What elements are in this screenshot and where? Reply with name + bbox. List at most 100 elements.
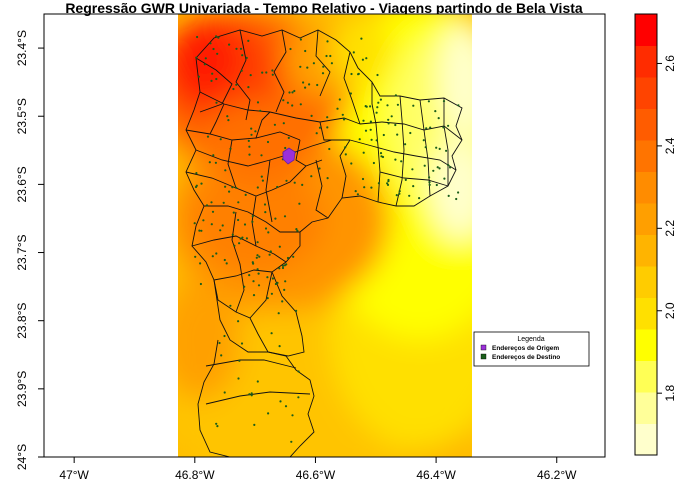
destination-point xyxy=(247,139,250,142)
colorbar-segment xyxy=(635,234,657,267)
destination-point xyxy=(329,54,332,58)
destination-point xyxy=(225,262,228,265)
destination-point xyxy=(299,65,302,68)
destination-point xyxy=(251,220,254,223)
destination-point xyxy=(358,138,361,141)
destination-point xyxy=(237,320,240,323)
legend: Legenda Endereços de Origem Endereços de… xyxy=(473,331,590,367)
destination-point xyxy=(362,151,365,154)
destination-point xyxy=(321,72,325,75)
destination-point xyxy=(386,104,389,107)
destination-point xyxy=(237,218,240,222)
destination-point xyxy=(285,179,288,182)
destination-point xyxy=(278,345,281,348)
destination-point xyxy=(228,190,231,193)
destination-point xyxy=(390,115,393,118)
destination-point xyxy=(277,312,280,315)
destination-point xyxy=(206,135,210,138)
destination-point xyxy=(412,185,415,188)
destination-point xyxy=(424,146,427,149)
destination-point xyxy=(290,440,293,443)
destination-point xyxy=(438,167,441,170)
destination-point xyxy=(412,104,415,107)
destination-point xyxy=(422,139,425,142)
destination-point xyxy=(245,56,248,60)
destination-point xyxy=(228,43,231,46)
destination-point xyxy=(306,66,309,69)
destination-point xyxy=(229,304,232,307)
destination-point xyxy=(380,155,383,158)
colorbar-tick-label: 2.2 xyxy=(663,220,677,237)
colorbar-tick-label: 2.6 xyxy=(663,55,677,72)
destination-point xyxy=(365,57,368,60)
destination-point xyxy=(238,242,241,245)
destination-point xyxy=(350,72,353,76)
legend-swatch-destination xyxy=(480,353,487,360)
destination-point xyxy=(240,69,243,72)
destination-point xyxy=(216,425,219,428)
destination-point xyxy=(354,190,357,193)
destination-point xyxy=(266,297,269,300)
destination-point xyxy=(387,180,390,183)
destination-point xyxy=(435,146,438,149)
destination-point xyxy=(394,158,397,161)
destination-point xyxy=(261,179,264,182)
destination-point xyxy=(220,354,223,357)
destination-point xyxy=(256,268,259,271)
destination-point xyxy=(209,42,212,45)
destination-point xyxy=(408,194,411,197)
origin-point xyxy=(282,147,296,165)
colorbar-segment xyxy=(635,45,657,78)
destination-point xyxy=(291,91,294,94)
destination-point xyxy=(221,224,224,227)
y-axis: 23.4°S 23.5°S 23.6°S 23.7°S 23.8°S 23.9°S 24°S xyxy=(15,30,44,470)
destination-point xyxy=(215,77,218,81)
destination-point xyxy=(239,237,242,240)
destination-point xyxy=(387,118,390,121)
destination-point xyxy=(248,393,251,396)
destination-point xyxy=(271,277,274,280)
destination-point xyxy=(249,74,252,77)
destination-point xyxy=(229,147,232,150)
destination-point xyxy=(266,276,269,279)
destination-point xyxy=(251,215,254,218)
destination-point xyxy=(398,190,401,193)
destination-point xyxy=(394,123,397,127)
destination-points xyxy=(193,35,460,443)
destination-point xyxy=(263,203,267,206)
x-tick-label: 47°W xyxy=(59,468,89,482)
destination-point xyxy=(296,229,299,232)
y-tick-label: 23.8°S xyxy=(15,303,29,339)
destination-point xyxy=(286,101,289,104)
destination-point xyxy=(252,294,256,297)
destination-point xyxy=(338,98,341,101)
destination-point xyxy=(253,423,256,426)
colorbar-segment xyxy=(635,329,657,361)
legend-title: Legenda xyxy=(517,336,544,343)
destination-point xyxy=(237,377,240,380)
destination-point xyxy=(267,231,270,234)
destination-point xyxy=(202,219,205,222)
destination-point xyxy=(251,261,254,264)
destination-point xyxy=(282,99,285,102)
destination-point xyxy=(457,104,460,107)
destination-point xyxy=(396,133,399,136)
destination-point xyxy=(271,69,274,72)
destination-point xyxy=(223,258,226,262)
destination-point xyxy=(328,147,331,151)
destination-point xyxy=(235,186,238,189)
destination-point xyxy=(218,341,221,345)
destination-point xyxy=(372,161,375,165)
destination-point xyxy=(235,83,238,86)
y-tick-label: 23.4°S xyxy=(15,30,29,66)
colorbar-segment xyxy=(635,77,657,109)
destination-point xyxy=(284,280,287,283)
destination-point xyxy=(232,211,235,214)
destination-point xyxy=(325,54,328,58)
destination-point xyxy=(222,201,225,204)
destination-point xyxy=(193,222,196,225)
colorbar: 1.8 2.0 2.2 2.4 2.6 xyxy=(634,13,677,456)
colorbar-tick-label: 1.8 xyxy=(663,385,677,402)
destination-point xyxy=(250,133,253,136)
